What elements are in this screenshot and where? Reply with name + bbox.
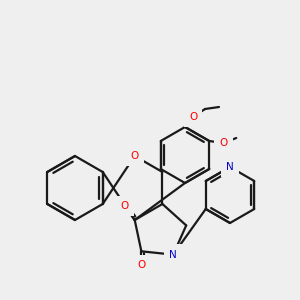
- Text: O: O: [121, 201, 129, 211]
- Text: O: O: [189, 112, 197, 122]
- Text: O: O: [137, 260, 146, 270]
- Text: N: N: [226, 162, 234, 172]
- Text: O: O: [130, 151, 139, 161]
- Text: O: O: [219, 138, 227, 148]
- Text: N: N: [169, 250, 177, 260]
